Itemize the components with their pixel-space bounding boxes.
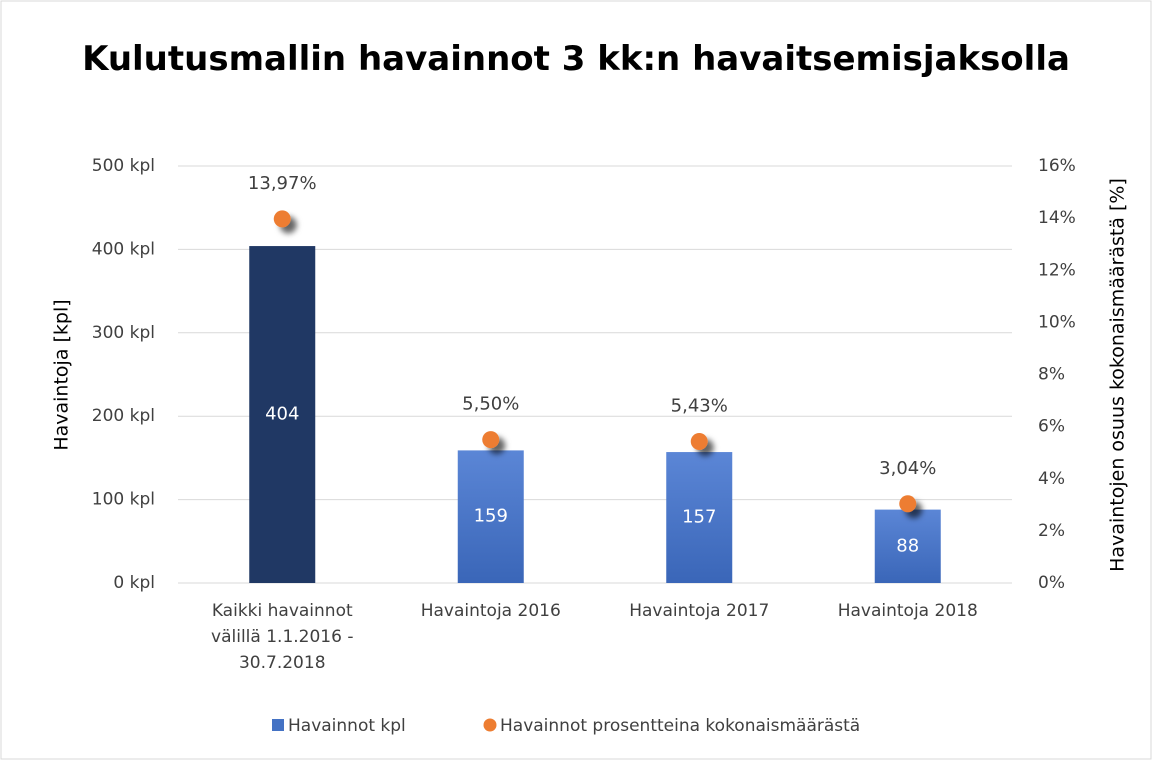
x-tick-label: Havaintoja 2016 xyxy=(420,601,561,621)
y-tick-label: 200 kpl xyxy=(92,406,155,426)
chart-title: Kulutusmallin havainnot 3 kk:n havaitsem… xyxy=(82,39,1070,79)
y2-tick-label: 4% xyxy=(1038,469,1065,489)
x-tick-label: Havaintoja 2017 xyxy=(629,601,770,621)
point xyxy=(482,431,500,449)
point-value-label: 5,50% xyxy=(462,394,519,415)
point-value-label: 3,04% xyxy=(879,458,936,479)
y-tick-label: 0 kpl xyxy=(113,573,155,593)
bar xyxy=(874,509,941,583)
legend-label: Havainnot prosentteina kokonaismäärästä xyxy=(500,716,860,736)
y2-tick-label: 0% xyxy=(1038,573,1065,593)
bar xyxy=(249,246,316,583)
bar-value-label: 157 xyxy=(682,507,716,528)
y2-tick-label: 8% xyxy=(1038,365,1065,385)
y-tick-label: 300 kpl xyxy=(92,323,155,343)
point xyxy=(899,495,917,513)
point-value-label: 5,43% xyxy=(671,395,728,416)
y2-tick-label: 14% xyxy=(1038,208,1076,228)
y2-tick-label: 2% xyxy=(1038,521,1065,541)
y-tick-label: 500 kpl xyxy=(92,156,155,176)
bar-value-label: 159 xyxy=(474,506,508,527)
legend-swatch xyxy=(483,718,497,732)
bar xyxy=(457,450,524,583)
point xyxy=(273,210,291,228)
title-line: Kulutusmallin havainnot 3 kk:n havaitsem… xyxy=(82,39,1070,79)
y2-tick-label: 10% xyxy=(1038,312,1076,332)
bar xyxy=(666,452,733,583)
y-tick-label: 100 kpl xyxy=(92,490,155,510)
x-tick-label: Kaikki havainnot välillä 1.1.2016 - 30.7… xyxy=(211,601,354,673)
point-value-label: 13,97% xyxy=(248,173,317,194)
y-axis-label: Havaintoja [kpl] xyxy=(51,299,73,450)
x-tick-label: Havaintoja 2018 xyxy=(837,601,978,621)
y2-axis-label: Havaintojen osuus kokonaismäärästä [%] xyxy=(1107,178,1129,572)
point xyxy=(690,432,708,450)
y2-tick-label: 12% xyxy=(1038,260,1076,280)
y-tick-label: 400 kpl xyxy=(92,239,155,259)
y2-tick-label: 6% xyxy=(1038,417,1065,437)
legend-label: Havainnot kpl xyxy=(288,716,406,736)
y2-tick-label: 16% xyxy=(1038,156,1076,176)
legend-swatch xyxy=(272,719,284,731)
bar-value-label: 404 xyxy=(265,404,299,425)
bar-value-label: 88 xyxy=(896,535,919,556)
